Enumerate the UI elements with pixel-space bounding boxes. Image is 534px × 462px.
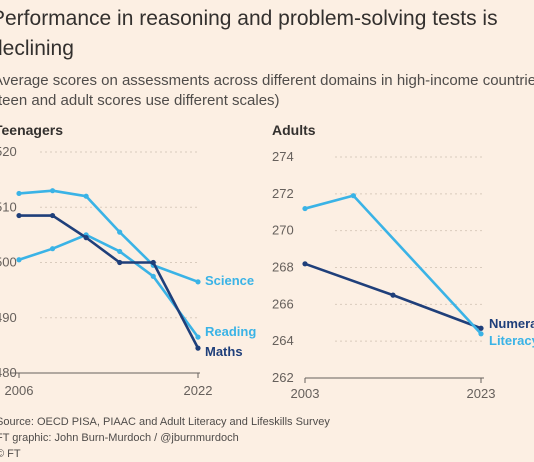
panel-title-adults: Adults: [272, 122, 316, 138]
series-line-maths: [19, 214, 200, 349]
y-tick-label: 520: [0, 144, 17, 159]
data-point-science: [195, 279, 201, 285]
series-label-numeracy: Numeracy: [489, 316, 534, 331]
data-point-maths: [49, 212, 56, 219]
series-label-reading: Reading: [205, 324, 256, 339]
data-point-maths: [16, 212, 22, 219]
y-tick-label: 262: [272, 370, 294, 385]
y-tick-label: 270: [272, 223, 294, 238]
y-tick-label: 268: [272, 260, 294, 275]
data-point-reading: [150, 273, 156, 279]
y-tick-label: 264: [272, 333, 294, 348]
data-point-science: [16, 190, 22, 197]
x-tick-label: 2003: [291, 386, 320, 401]
series-line-reading: [18, 233, 200, 338]
ft-logo: © FT: [0, 448, 21, 460]
chart-title: Performance in reasoning and problem-sol…: [0, 7, 498, 60]
source-note: Source: OECD PISA, PIAAC and Adult Liter…: [0, 416, 330, 428]
data-point-science: [49, 188, 56, 194]
data-point-reading: [117, 248, 123, 255]
data-point-literacy: [478, 331, 484, 337]
y-tick-label: 490: [0, 310, 17, 325]
y-tick-label: 272: [272, 186, 294, 201]
series-line-literacy: [304, 194, 482, 335]
y-tick-label: 266: [272, 296, 294, 311]
graphic-credit: FT graphic: John Burn-Murdoch / @jburnmu…: [0, 432, 239, 444]
data-point-literacy: [350, 193, 356, 199]
data-point-science: [83, 193, 89, 199]
chart-subtitle: Average scores on assessments across dif…: [0, 72, 534, 109]
y-tick-label: 500: [0, 255, 17, 270]
data-point-science: [117, 229, 123, 235]
data-point-maths: [83, 235, 89, 241]
data-point-maths: [117, 259, 123, 266]
y-tick-label: 510: [0, 199, 17, 214]
y-tick-label: 480: [0, 365, 17, 380]
panel-title-teenagers: Teenagers: [0, 122, 63, 138]
data-point-maths: [195, 345, 201, 351]
series-label-maths: Maths: [205, 344, 243, 359]
x-tick-label: 2022: [184, 383, 213, 398]
data-point-reading: [195, 334, 201, 340]
data-point-literacy: [302, 205, 308, 212]
data-point-reading: [49, 246, 56, 252]
data-point-numeracy: [390, 292, 396, 298]
series-label-literacy: Literacy: [489, 333, 534, 348]
series-line-science: [18, 189, 199, 284]
x-tick-label: 2006: [5, 383, 34, 398]
data-point-maths: [150, 259, 156, 266]
series-label-science: Science: [205, 273, 254, 288]
data-point-reading: [16, 257, 22, 263]
data-point-numeracy: [302, 261, 308, 267]
data-point-numeracy: [478, 325, 484, 331]
y-tick-label: 274: [272, 149, 294, 164]
x-tick-label: 2023: [467, 386, 496, 401]
